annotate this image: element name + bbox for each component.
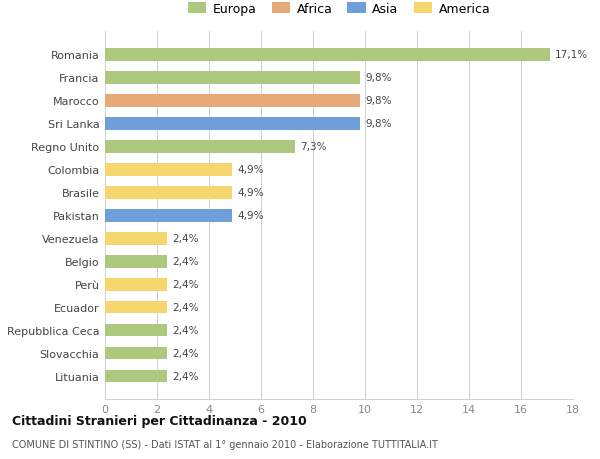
Text: COMUNE DI STINTINO (SS) - Dati ISTAT al 1° gennaio 2010 - Elaborazione TUTTITALI: COMUNE DI STINTINO (SS) - Dati ISTAT al … [12, 440, 438, 449]
Bar [105, 140, 295, 153]
Bar [105, 278, 167, 291]
Text: 2,4%: 2,4% [173, 257, 199, 267]
Text: 2,4%: 2,4% [173, 371, 199, 381]
Text: 2,4%: 2,4% [173, 302, 199, 313]
Text: 9,8%: 9,8% [365, 96, 392, 106]
Text: 2,4%: 2,4% [173, 325, 199, 336]
Legend: Europa, Africa, Asia, America: Europa, Africa, Asia, America [185, 0, 493, 18]
Bar [105, 49, 550, 62]
Bar [105, 72, 360, 84]
Bar [105, 118, 360, 130]
Bar [105, 163, 232, 176]
Bar [105, 347, 167, 360]
Bar [105, 232, 167, 245]
Text: 7,3%: 7,3% [300, 142, 326, 152]
Bar [105, 324, 167, 337]
Bar [105, 301, 167, 314]
Text: 2,4%: 2,4% [173, 348, 199, 358]
Text: 4,9%: 4,9% [238, 211, 264, 221]
Bar [105, 370, 167, 383]
Bar [105, 95, 360, 107]
Text: 9,8%: 9,8% [365, 119, 392, 129]
Text: 17,1%: 17,1% [555, 50, 588, 60]
Text: Cittadini Stranieri per Cittadinanza - 2010: Cittadini Stranieri per Cittadinanza - 2… [12, 414, 307, 428]
Bar [105, 186, 232, 199]
Text: 4,9%: 4,9% [238, 165, 264, 175]
Bar [105, 255, 167, 268]
Bar [105, 209, 232, 222]
Text: 4,9%: 4,9% [238, 188, 264, 198]
Text: 9,8%: 9,8% [365, 73, 392, 83]
Text: 2,4%: 2,4% [173, 280, 199, 290]
Text: 2,4%: 2,4% [173, 234, 199, 244]
